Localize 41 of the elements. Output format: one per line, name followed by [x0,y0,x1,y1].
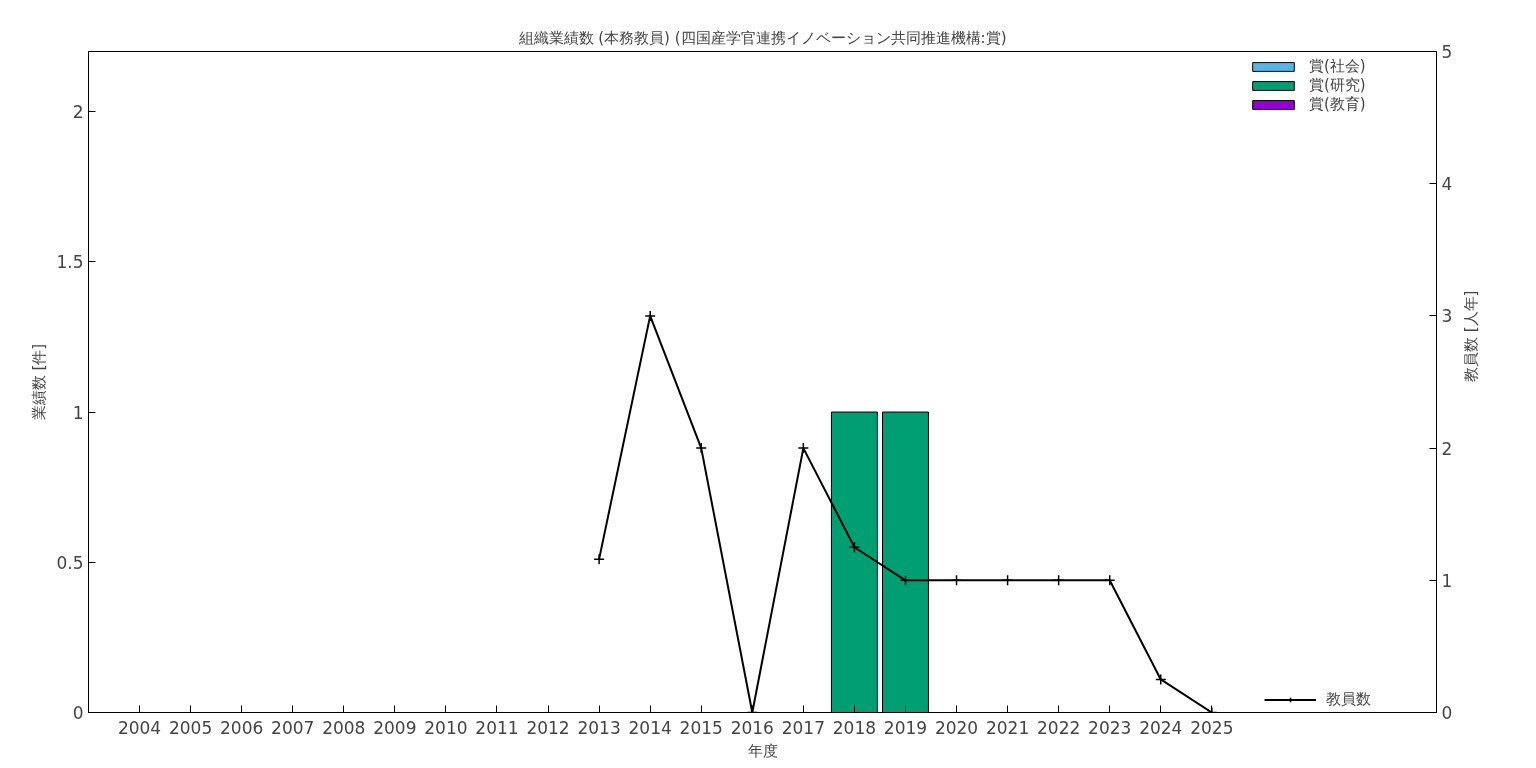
y2-tick-label: 1 [1441,570,1453,591]
x-tick-label: 2005 [168,717,213,738]
y-axis-title: 業績数 [件] [30,343,49,421]
x-tick-label: 2016 [730,717,774,738]
y2-tick-label: 0 [1441,703,1453,723]
x-tick-label: 2023 [1088,717,1132,738]
y-tick-label: 1 [72,402,84,423]
y-tick-label: 2 [72,102,84,123]
x-tick-label: 2008 [322,717,366,738]
x-tick-label: 2021 [985,717,1030,738]
legend-label: 賞(教育) [1309,95,1366,114]
legend-label: 教員数 [1326,690,1371,709]
y2-axis-title: 教員数 [人年] [1462,290,1481,382]
x-tick-label: 2013 [577,717,621,738]
x-tick-label: 2024 [1139,717,1183,738]
x-tick-label: 2004 [117,717,162,738]
x-tick-label: 2014 [628,717,672,738]
x-tick-label: 2011 [475,717,519,738]
y-tick-label: 0.5 [56,552,84,573]
x-tick-label: 2010 [424,717,468,738]
legend-label: 賞(研究) [1309,76,1366,95]
y2-tick-label: 3 [1441,306,1453,327]
x-tick-label: 2020 [934,717,979,738]
x-tick-label: 2007 [271,717,315,738]
x-tick-label: 2022 [1037,717,1081,738]
x-tick-label: 2006 [220,717,264,738]
chart-title: 組織業績数 (本務教員) (四国産学官連携イノベーション共同推進機構:賞) [517,28,1007,47]
y-tick-label: 0 [72,703,84,723]
x-axis-title: 年度 [747,741,778,760]
x-tick-label: 2009 [373,717,417,738]
x-tick-label: 2025 [1190,717,1234,738]
y2-tick-label: 4 [1441,174,1453,195]
x-tick-label: 2018 [832,717,877,738]
y-tick-label: 1.5 [56,252,84,273]
x-tick-label: 2015 [679,717,723,738]
legend-label: 賞(社会) [1309,57,1366,76]
y2-tick-label: 2 [1441,438,1453,459]
x-tick-label: 2012 [526,717,570,738]
x-tick-label: 2017 [781,717,825,738]
x-tick-label: 2019 [883,717,928,738]
y2-tick-label: 5 [1441,42,1453,62]
